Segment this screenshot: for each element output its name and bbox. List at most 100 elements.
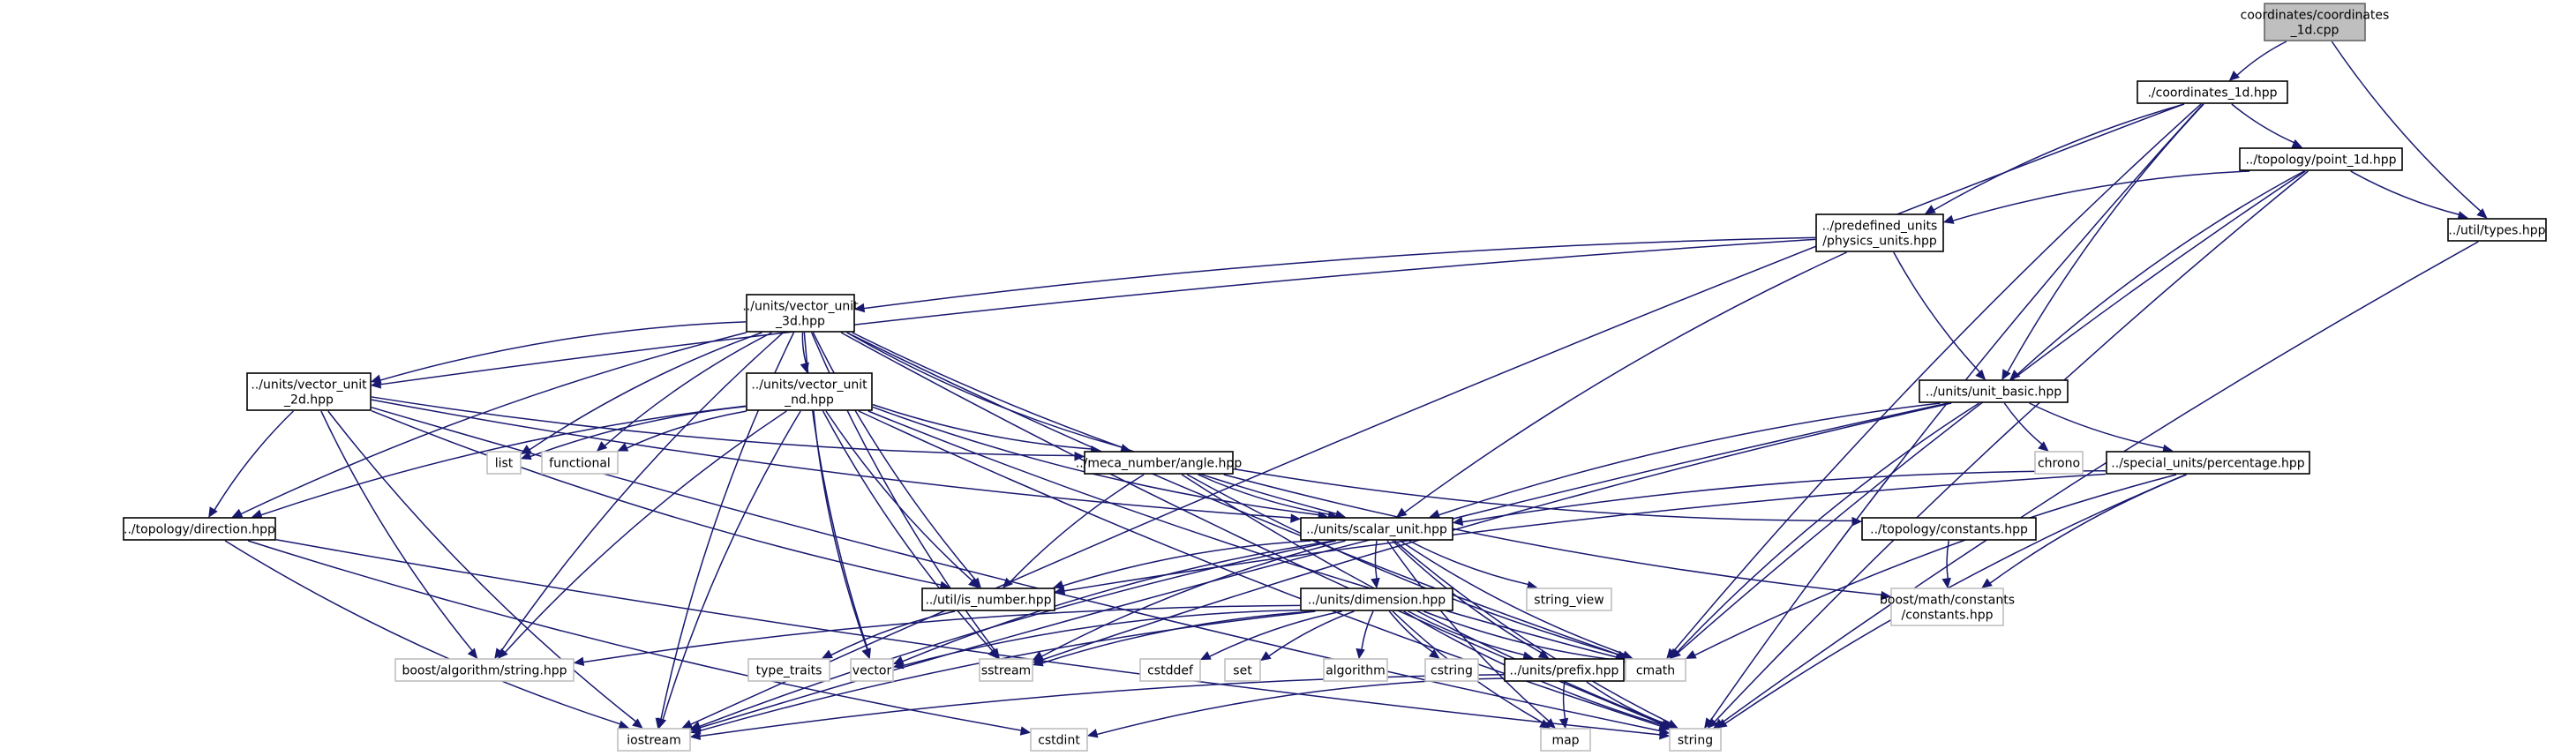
node-box	[1540, 728, 1591, 752]
node-isnumber[interactable]: ../util/is_number.hpp	[921, 588, 1055, 611]
node-box	[979, 658, 1033, 682]
node-box	[1139, 658, 1201, 682]
edge-line	[1408, 540, 1528, 586]
edge-physunits-to-vec3d	[853, 236, 1816, 313]
arrowhead-icon	[822, 649, 833, 659]
node-direction[interactable]: ../topology/direction.hpp	[123, 517, 276, 541]
edge-angle-to-isnumber	[1002, 474, 1145, 588]
edge-line	[379, 238, 1816, 385]
edge-vecnd-to-list	[520, 406, 747, 460]
edge-line	[1186, 474, 1619, 655]
edge-physunits-to-unitbasic	[1893, 251, 1986, 380]
edge-line	[825, 410, 973, 581]
edge-vec3d-to-functional	[596, 332, 772, 452]
arrowhead-icon	[370, 374, 382, 384]
edge-line	[1724, 474, 2187, 724]
edge-line	[863, 236, 1816, 310]
arrowhead-icon	[1975, 369, 1986, 380]
edge-line	[529, 406, 747, 458]
edge-point1d-to-string	[1707, 170, 2309, 729]
edge-line	[867, 410, 1617, 658]
node-vec2d[interactable]: ../units/vector_unit_2d.hpp	[246, 372, 372, 411]
edge-line	[822, 410, 994, 652]
node-tconst[interactable]: ../topology/constants.hpp	[1861, 517, 2037, 541]
edge-vecnd-to-angle	[872, 403, 1101, 455]
node-label: ../meca_number/angle.hpp	[1076, 457, 1243, 471]
arrowhead-icon	[1851, 516, 1863, 527]
node-percentage[interactable]: ../special_units/percentage.hpp	[2106, 451, 2310, 475]
arrowhead-icon	[1199, 651, 1212, 661]
node-types[interactable]: ../util/types.hpp	[2447, 218, 2547, 242]
arrowhead-icon	[497, 647, 508, 659]
node-label: string_view	[1534, 594, 1603, 608]
node-string: string	[1669, 728, 1722, 752]
edge-scalar-to-cmath	[1400, 540, 1633, 660]
arrowhead-icon	[618, 720, 630, 730]
arrowhead-icon	[1074, 452, 1085, 461]
edge-percentage-to-cmath	[1685, 474, 2177, 659]
node-label: _3d.hpp	[775, 315, 825, 329]
node-label: ../units/vector_unit	[742, 300, 859, 314]
node-vecnd[interactable]: ../units/vector_unit_nd.hpp	[746, 372, 873, 411]
node-angle[interactable]: ../meca_number/angle.hpp	[1076, 451, 1243, 475]
arrowhead-icon	[1032, 651, 1044, 661]
edge-line	[690, 103, 2184, 725]
node-dimension[interactable]: ../units/dimension.hpp	[1300, 588, 1453, 611]
edge-root-to-types	[2331, 41, 2488, 219]
node-label: set	[1233, 664, 1252, 678]
edge-unitbasic-to-percentage	[2029, 402, 2174, 454]
node-coord1d[interactable]: ./coordinates_1d.hpp	[2137, 80, 2288, 104]
edge-root-to-coord1d	[2228, 41, 2287, 81]
node-prefix[interactable]: ../units/prefix.hpp	[1504, 658, 1625, 682]
node-box	[850, 658, 894, 682]
edge-line	[846, 332, 1619, 655]
edge-line	[1400, 540, 1625, 655]
node-boostconst: boost/math/constants/constants.hpp	[1880, 588, 2015, 626]
edge-vec2d-to-scalar	[371, 399, 1302, 523]
edge-line	[1672, 103, 2202, 653]
edge-line	[1062, 540, 1311, 587]
edge-types-to-string	[1713, 241, 2479, 729]
arrowhead-icon	[1981, 578, 1993, 588]
arrowhead-icon	[596, 441, 608, 452]
node-iostream: iostream	[617, 728, 691, 752]
node-vec3d[interactable]: ../units/vector_unit_3d.hpp	[742, 294, 859, 333]
edge-line	[604, 332, 772, 446]
node-box	[1861, 517, 2037, 541]
node-box	[1424, 658, 1479, 682]
arrowhead-icon	[1395, 507, 1408, 518]
edge-vec2d-to-isnumber	[371, 410, 951, 590]
edge-line	[1694, 474, 2177, 656]
arrowhead-icon	[1356, 647, 1365, 660]
node-label: ../topology/point_1d.hpp	[2245, 153, 2396, 168]
edge-direction-to-iostream	[224, 540, 630, 730]
edge-line	[499, 332, 785, 652]
edge-line	[320, 410, 473, 652]
edge-vec3d-to-boostalg	[494, 332, 785, 660]
node-physunits[interactable]: ../predefined_units/physics_units.hpp	[1815, 213, 1944, 252]
edge-line	[1010, 474, 1145, 583]
node-map: map	[1540, 728, 1591, 752]
node-layer: coordinates/coordinates_1d.cpp ./coordina…	[123, 3, 2547, 752]
node-boostalg: boost/algorithm/string.hpp	[394, 658, 575, 682]
edge-angle-to-boostconst	[1223, 474, 1892, 601]
edge-unitbasic-to-iostream	[689, 402, 1949, 732]
node-unitbasic[interactable]: ../units/unit_basic.hpp	[1919, 379, 2069, 403]
node-box	[2239, 147, 2403, 171]
arrowhead-icon	[689, 730, 702, 741]
node-list: list	[486, 451, 522, 475]
edge-percentage-to-string	[1716, 474, 2187, 729]
edge-line	[1386, 540, 1550, 722]
node-label: boost/algorithm/string.hpp	[402, 664, 567, 678]
node-point1d[interactable]: ../topology/point_1d.hpp	[2239, 147, 2403, 171]
node-algorithm: algorithm	[1323, 658, 1388, 682]
edge-line	[2231, 103, 2294, 144]
node-cstdint: cstdint	[1030, 728, 1088, 752]
edge-line	[1096, 677, 1505, 736]
arrowhead-icon	[1881, 590, 1892, 601]
node-scalar[interactable]: ../units/scalar_unit.hpp	[1300, 517, 1453, 541]
edge-line	[902, 609, 1301, 667]
edge-dimension-to-algorithm	[1356, 610, 1374, 660]
node-label: algorithm	[1326, 664, 1386, 678]
node-label: ../units/prefix.hpp	[1510, 664, 1619, 678]
